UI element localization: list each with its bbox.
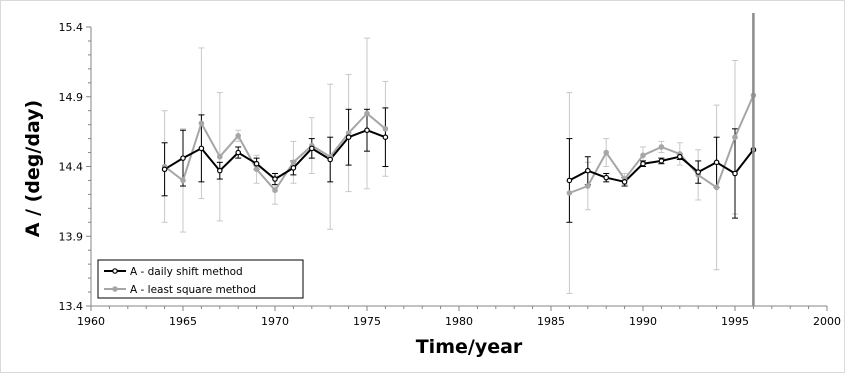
data-point-daily-shift xyxy=(658,158,665,164)
data-point-least-square xyxy=(364,110,370,117)
legend: A - daily shift method A - least square … xyxy=(97,259,304,299)
x-tick-label: 1995 xyxy=(721,315,749,328)
data-point-daily-shift xyxy=(345,134,352,141)
data-point-daily-shift xyxy=(621,179,628,185)
error-bars xyxy=(161,37,738,294)
data-point-least-square xyxy=(217,153,223,160)
x-tick-label: 1980 xyxy=(445,315,473,328)
data-point-least-square xyxy=(272,187,278,194)
data-point-daily-shift xyxy=(566,177,573,184)
series-line-daily-shift xyxy=(568,149,755,183)
x-axis-title: Time/year xyxy=(416,336,523,358)
data-point-least-square xyxy=(382,126,389,132)
y-tick-label: 13.4 xyxy=(59,300,84,313)
data-point-daily-shift xyxy=(364,127,370,134)
y-tick-label: 14.9 xyxy=(59,91,84,104)
data-point-daily-shift xyxy=(676,153,683,160)
x-tick-label: 1965 xyxy=(169,315,197,328)
data-point-least-square xyxy=(566,190,573,196)
data-point-least-square xyxy=(290,159,297,166)
y-tick-label: 13.9 xyxy=(59,230,84,243)
legend-label-daily-shift: A - daily shift method xyxy=(130,266,243,278)
data-point-daily-shift xyxy=(732,170,738,177)
legend-label-least-square: A - least square method xyxy=(130,284,256,296)
y-tick-label: 15.4 xyxy=(59,21,84,34)
axes: 13.4 13.9 14.4 14.9 15.4 1960 1965 1970 1975 1980… xyxy=(59,21,842,328)
data-point-least-square xyxy=(253,166,260,173)
data-point-daily-shift xyxy=(180,155,186,161)
x-tick-label: 1960 xyxy=(77,315,105,328)
data-point-least-square xyxy=(658,144,665,150)
data-point-daily-shift xyxy=(695,169,702,175)
data-point-least-square xyxy=(198,120,205,127)
data-point-least-square xyxy=(713,184,720,191)
legend-marker-daily-shift xyxy=(112,268,118,274)
y-axis-title: A / (deg/day) xyxy=(22,100,44,238)
data-point-daily-shift xyxy=(198,145,205,152)
x-tick-label: 1985 xyxy=(537,315,565,328)
data-point-daily-shift xyxy=(308,145,315,152)
data-point-daily-shift xyxy=(640,160,646,167)
data-point-least-square xyxy=(603,149,610,156)
series-lines xyxy=(163,94,755,194)
data-point-least-square xyxy=(235,133,242,139)
x-tick-label: 2000 xyxy=(813,315,841,328)
data-point-daily-shift xyxy=(382,134,389,141)
data-point-least-square xyxy=(732,134,738,141)
x-tick-label: 1975 xyxy=(353,315,381,328)
series-markers xyxy=(161,92,757,196)
data-point-daily-shift xyxy=(603,174,610,181)
data-point-daily-shift xyxy=(713,159,720,166)
legend-marker-least-square xyxy=(112,286,118,292)
y-tick-label: 14.4 xyxy=(59,161,84,174)
data-point-least-square xyxy=(180,177,186,184)
legend-box xyxy=(97,259,304,299)
data-point-least-square xyxy=(584,183,591,189)
data-point-daily-shift xyxy=(327,156,334,163)
data-point-daily-shift xyxy=(235,149,242,156)
data-point-daily-shift xyxy=(272,176,278,182)
data-point-daily-shift xyxy=(161,166,168,173)
x-tick-label: 1990 xyxy=(629,315,657,328)
data-point-daily-shift xyxy=(290,165,297,171)
x-tick-label: 1970 xyxy=(261,315,289,328)
data-point-daily-shift xyxy=(217,167,223,174)
data-point-least-square xyxy=(640,152,646,159)
data-point-daily-shift xyxy=(584,167,591,174)
data-point-daily-shift xyxy=(253,160,260,167)
